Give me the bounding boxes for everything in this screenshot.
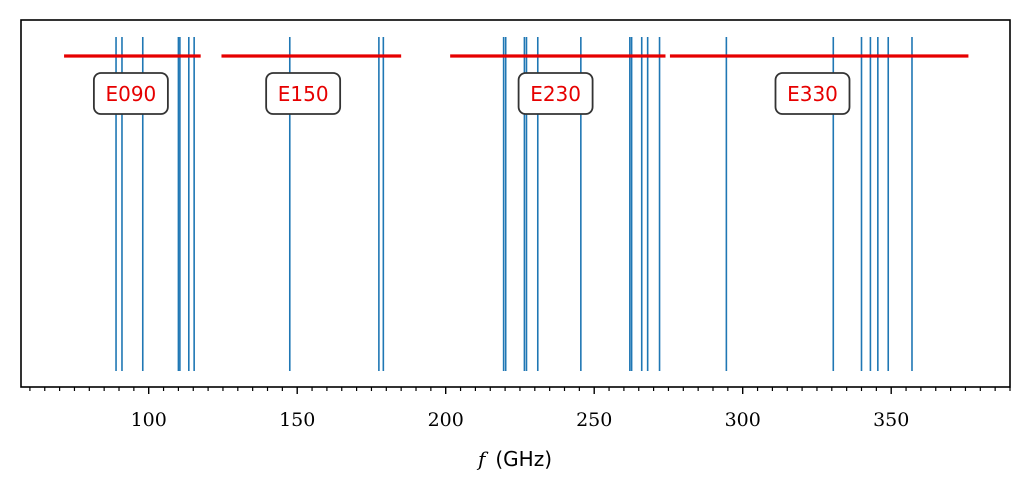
band-label-box-e230 bbox=[517, 72, 594, 115]
band-label-e090: E090 bbox=[105, 82, 156, 106]
band-label-box-e090 bbox=[92, 72, 169, 115]
band-labels: E090 E150 E230 E330 bbox=[92, 72, 851, 115]
x-tick-label: 200 bbox=[428, 409, 464, 431]
x-tick-label: 100 bbox=[131, 409, 167, 431]
band-label-box-e150 bbox=[265, 72, 342, 115]
x-tick-label: 350 bbox=[873, 409, 909, 431]
plot-frame bbox=[20, 19, 1011, 388]
x-axis-label: f (GHz) bbox=[476, 447, 552, 471]
band-label-e330: E330 bbox=[787, 82, 838, 106]
band-label-e230: E230 bbox=[530, 82, 581, 106]
x-tick-label: 300 bbox=[725, 409, 761, 431]
frequency-lines bbox=[115, 37, 913, 371]
band-label-e150: E150 bbox=[278, 82, 329, 106]
x-tick-label: 250 bbox=[576, 409, 612, 431]
x-tick-label: 150 bbox=[279, 409, 315, 431]
band-label-box-e330 bbox=[774, 72, 851, 115]
x-axis-ticks: 100 150 200 250 300 350 bbox=[29, 387, 1011, 431]
